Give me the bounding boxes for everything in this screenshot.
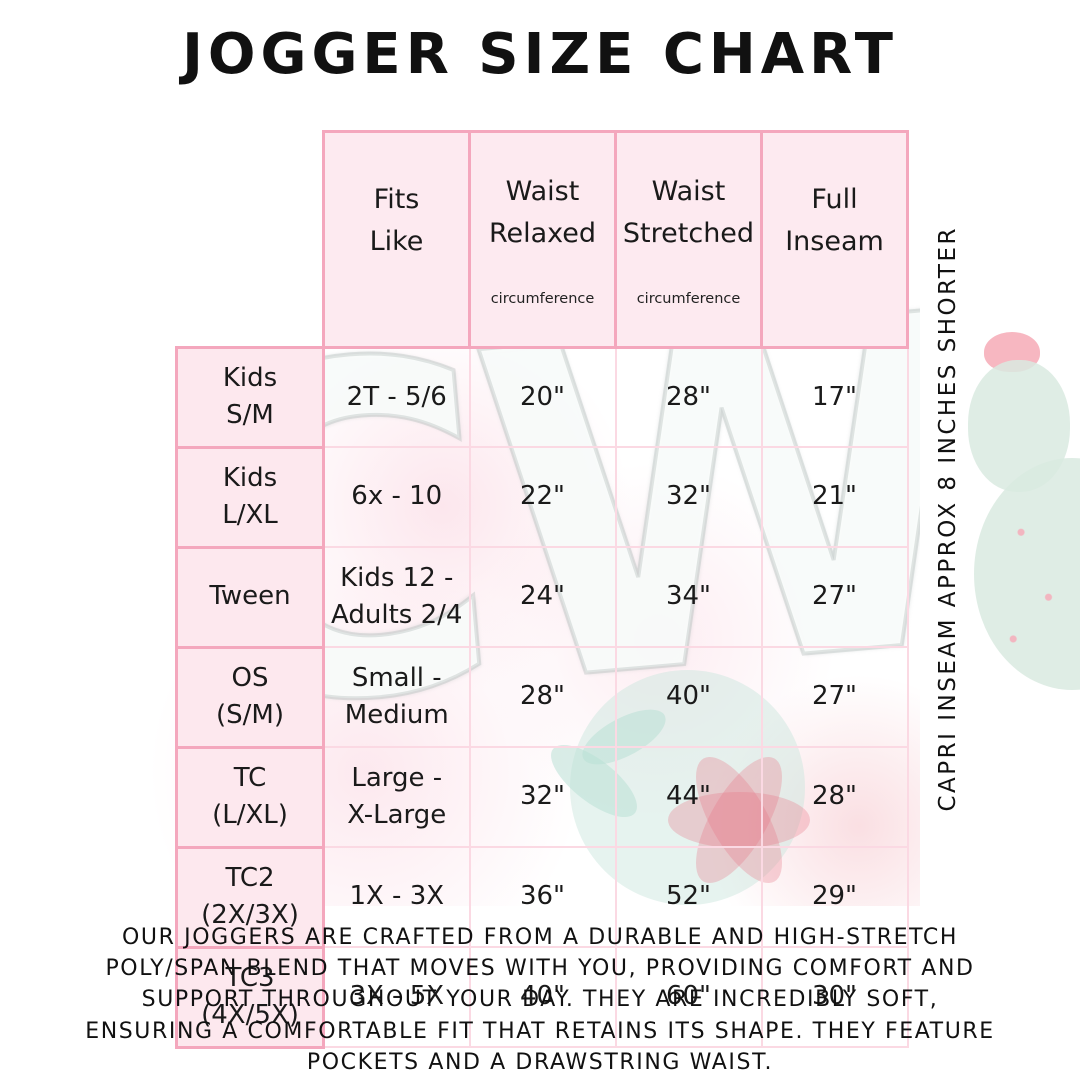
cactus-illustration-icon — [968, 332, 1080, 690]
size-chart-table: Fits Like Waist Relaxed circumference Wa… — [175, 130, 909, 1049]
cell-row-label: TC3 (4X/5X) — [175, 945, 325, 1049]
cell-waist-relaxed: 36" — [468, 846, 617, 949]
header-sublabel: circumference — [490, 291, 595, 308]
table-row: Kids L/XL 6x - 10 22" 32" 21" — [175, 445, 909, 549]
cell-row-label: OS (S/M) — [175, 645, 325, 749]
cell-waist-relaxed: 20" — [468, 346, 617, 449]
table-header-row: Fits Like Waist Relaxed circumference Wa… — [177, 130, 909, 349]
table-row: Kids S/M 2T - 5/6 20" 28" 17" — [175, 345, 909, 449]
cell-waist-stretched: 32" — [614, 446, 763, 549]
cell-waist-relaxed: 32" — [468, 746, 617, 849]
capri-side-note: CAPRI INSEAM APPROX 8 INCHES SHORTER — [908, 135, 988, 903]
table-row: TC (L/XL) Large - X-Large 32" 44" 28" — [175, 745, 909, 849]
cell-fits-like: 2T - 5/6 — [322, 346, 471, 449]
product-description: OUR JOGGERS ARE CRAFTED FROM A DURABLE A… — [85, 925, 995, 1075]
cell-waist-stretched: 60" — [614, 946, 763, 1049]
cell-row-label: TC (L/XL) — [175, 745, 325, 849]
cell-waist-stretched: 40" — [614, 646, 763, 749]
cell-waist-relaxed: 22" — [468, 446, 617, 549]
cell-full-inseam: 28" — [760, 746, 909, 849]
cell-fits-like: Kids 12 - Adults 2/4 — [322, 546, 471, 649]
cell-waist-relaxed: 28" — [468, 646, 617, 749]
cell-waist-stretched: 28" — [614, 346, 763, 449]
cell-fits-like: Small - Medium — [322, 646, 471, 749]
cactus-body-icon — [974, 458, 1080, 690]
table-row: TC2 (2X/3X) 1X - 3X 36" 52" 29" — [175, 845, 909, 949]
table-row: TC3 (4X/5X) 3X - 5X 40" 60" 30" — [175, 945, 909, 1049]
capri-side-note-text: CAPRI INSEAM APPROX 8 INCHES SHORTER — [935, 226, 961, 812]
cell-row-label: Tween — [175, 545, 325, 649]
cell-waist-relaxed: 40" — [468, 946, 617, 1049]
cell-fits-like: 1X - 3X — [322, 846, 471, 949]
cell-full-inseam: 27" — [760, 546, 909, 649]
cell-full-inseam: 27" — [760, 646, 909, 749]
cell-row-label: TC2 (2X/3X) — [175, 845, 325, 949]
cell-full-inseam: 30" — [760, 946, 909, 1049]
header-label: Waist Relaxed — [488, 175, 597, 249]
header-spacer-cell — [177, 132, 324, 348]
cell-row-label: Kids S/M — [175, 345, 325, 449]
header-label: Waist Stretched — [622, 175, 755, 249]
cell-full-inseam: 29" — [760, 846, 909, 949]
cell-waist-stretched: 34" — [614, 546, 763, 649]
table-row: Tween Kids 12 - Adults 2/4 24" 34" 27" — [175, 545, 909, 649]
cell-waist-stretched: 52" — [614, 846, 763, 949]
cell-waist-stretched: 44" — [614, 746, 763, 849]
header-fits-like: Fits Like — [322, 130, 471, 349]
cell-row-label: Kids L/XL — [175, 445, 325, 549]
cell-waist-relaxed: 24" — [468, 546, 617, 649]
page-title: JOGGER SIZE CHART — [182, 22, 898, 87]
header-waist-stretched: Waist Stretched circumference — [614, 130, 763, 349]
cell-fits-like: 3X - 5X — [322, 946, 471, 1049]
cell-fits-like: 6x - 10 — [322, 446, 471, 549]
cell-fits-like: Large - X-Large — [322, 746, 471, 849]
header-label: Fits Like — [369, 183, 424, 257]
header-sublabel: circumference — [636, 291, 741, 308]
cell-full-inseam: 21" — [760, 446, 909, 549]
header-waist-relaxed: Waist Relaxed circumference — [468, 130, 617, 349]
header-full-inseam: Full Inseam — [760, 130, 909, 349]
table-row: OS (S/M) Small - Medium 28" 40" 27" — [175, 645, 909, 749]
cell-full-inseam: 17" — [760, 346, 909, 449]
header-label: Full Inseam — [785, 183, 884, 257]
